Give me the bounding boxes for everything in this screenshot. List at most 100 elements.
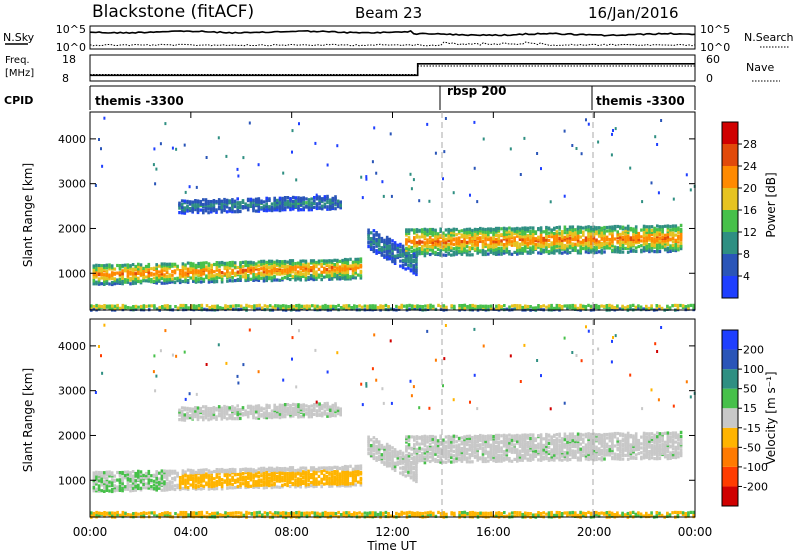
power-cell — [426, 240, 429, 245]
power-cell — [679, 229, 683, 233]
velocity-cell — [134, 481, 137, 485]
power-cell — [358, 304, 361, 308]
velocity-cell — [257, 485, 261, 489]
velocity-cell — [354, 467, 357, 471]
power-cell — [110, 282, 114, 287]
velocity-cell — [377, 444, 381, 448]
power-cell — [595, 244, 598, 248]
velocity-cell — [239, 485, 242, 489]
power-cell — [584, 245, 588, 249]
power-cell — [92, 275, 96, 279]
velocity-cell — [210, 486, 213, 491]
power-cell — [526, 250, 530, 254]
velocity-cell — [283, 468, 287, 473]
velocity-cell — [312, 485, 316, 489]
power-cell — [610, 307, 614, 311]
power-cell — [307, 198, 311, 202]
power-cell — [142, 275, 145, 279]
power-cell — [233, 202, 237, 206]
velocity-cell — [396, 450, 400, 454]
power-cell — [377, 242, 381, 246]
velocity-cell — [349, 464, 352, 468]
velocity-cell — [262, 470, 266, 474]
power-cell — [313, 199, 316, 203]
velocity-cell — [228, 468, 232, 472]
power-cell — [252, 269, 255, 273]
velocity-cell — [202, 418, 205, 422]
power-cell — [444, 248, 448, 252]
velocity-cell — [137, 483, 140, 487]
power-cell — [289, 197, 292, 201]
power-cell — [218, 263, 221, 267]
power-cell — [260, 199, 263, 203]
power-cell — [207, 271, 211, 275]
power-cell — [513, 241, 516, 245]
velocity-cell — [343, 470, 347, 475]
power-cell — [413, 307, 417, 311]
power-cell — [428, 230, 432, 234]
power-cell — [225, 201, 229, 205]
power-cell — [144, 267, 148, 271]
power-cell — [142, 266, 145, 270]
power-cell — [474, 306, 477, 310]
power-cell — [314, 141, 317, 145]
velocity-cell — [283, 415, 287, 419]
velocity-cell — [336, 406, 340, 410]
power-cell — [336, 201, 340, 206]
power-cell — [460, 240, 464, 244]
power-cell — [283, 202, 287, 206]
velocity-cell — [471, 450, 474, 455]
velocity-cell — [294, 481, 297, 485]
power-cell — [312, 278, 316, 282]
power-cell — [595, 226, 598, 230]
power-cell — [258, 307, 261, 311]
power-cell — [560, 235, 564, 239]
power-cell — [278, 196, 282, 200]
nsearch-line — [89, 41, 696, 47]
velocity-cell — [268, 412, 271, 416]
velocity-cell — [481, 441, 485, 445]
velocity-cell — [152, 473, 156, 477]
power-cell — [333, 268, 336, 272]
power-cell — [215, 264, 219, 269]
velocity-cell — [393, 461, 397, 465]
velocity-cell — [291, 466, 295, 470]
velocity-cell — [341, 467, 344, 471]
power-cell — [202, 267, 206, 271]
power-cell — [124, 306, 127, 310]
power-cell — [650, 230, 654, 234]
power-cell — [233, 265, 237, 269]
power-cell — [674, 246, 678, 250]
velocity-cell — [309, 473, 313, 477]
power-cell — [211, 304, 214, 308]
power-cell — [413, 228, 416, 232]
power-cell — [494, 240, 498, 244]
power-cell — [545, 228, 548, 232]
power-cell — [212, 199, 216, 203]
velocity-cell — [183, 413, 187, 417]
velocity-cell — [409, 466, 413, 470]
power-cell — [305, 304, 309, 308]
velocity-cell — [165, 477, 169, 481]
velocity-cell — [439, 458, 442, 462]
velocity-cell — [315, 402, 319, 406]
power-cell — [241, 205, 245, 209]
power-cell — [413, 241, 416, 245]
power-cell — [629, 236, 633, 240]
power-cell — [181, 279, 185, 284]
velocity-cell — [152, 487, 156, 491]
velocity-cell — [199, 409, 202, 413]
power-cell — [383, 254, 386, 258]
power-cell — [648, 245, 651, 249]
velocity-cell — [447, 452, 450, 456]
power-cell — [671, 233, 675, 237]
velocity-cell — [239, 408, 242, 412]
velocity-cell — [197, 484, 200, 489]
velocity-cell — [121, 470, 124, 475]
power-cell — [447, 239, 450, 243]
power-cell — [566, 251, 569, 255]
power-cell — [202, 198, 205, 202]
power-cell — [369, 243, 373, 247]
power-cell — [513, 236, 516, 240]
velocity-cell — [294, 469, 297, 473]
